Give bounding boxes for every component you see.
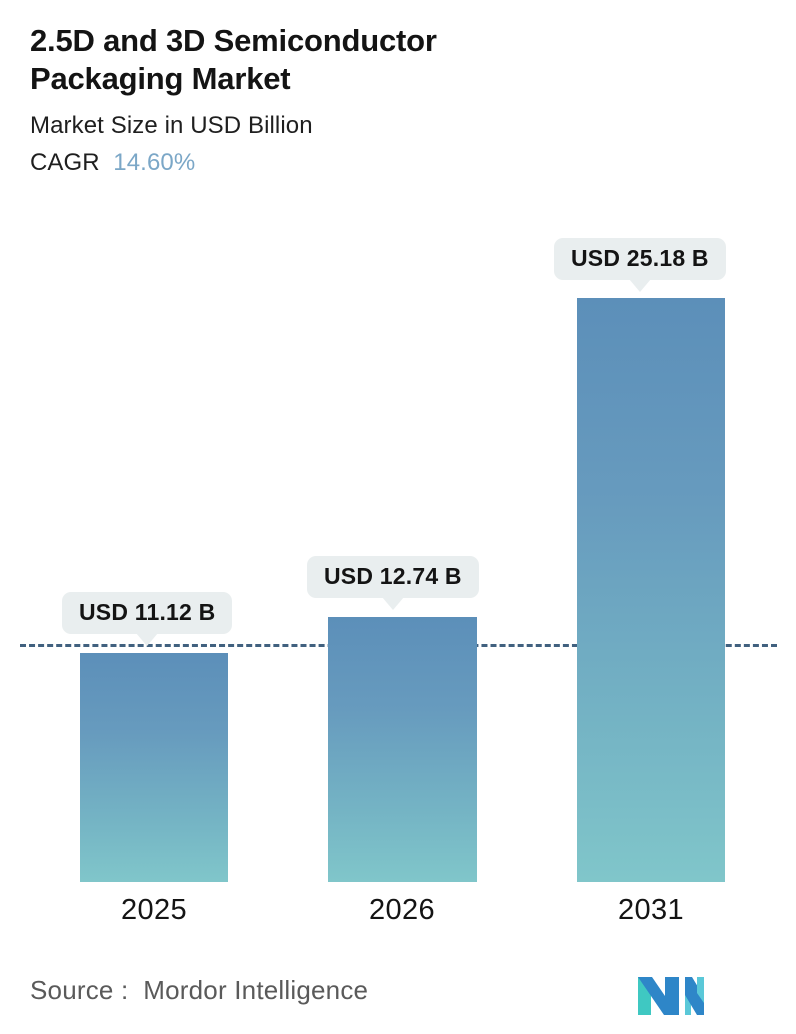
- source-attribution: Source : Mordor Intelligence: [30, 975, 369, 1005]
- value-label-2026: USD 12.74 B: [307, 556, 479, 610]
- value-label-2031: USD 25.18 B: [554, 238, 726, 292]
- cagr-value: 14.60%: [113, 148, 196, 176]
- chart-subtitle: Market Size in USD Billion: [30, 111, 313, 139]
- mordor-intelligence-logo: [638, 973, 704, 1024]
- chart-footer: Source : Mordor Intelligence: [30, 975, 766, 1025]
- bar-2025[interactable]: [80, 653, 228, 882]
- cagr-label: CAGR: [30, 148, 114, 176]
- bar-2026[interactable]: [328, 617, 477, 882]
- category-label-2025: 2025: [120, 894, 188, 926]
- bar-2031[interactable]: [577, 298, 725, 882]
- cagr-row: CAGR 14.60%: [30, 149, 750, 177]
- category-label-2031: 2031: [617, 894, 685, 926]
- category-label-2026: 2026: [368, 894, 436, 926]
- page-title: 2.5D and 3D Semiconductor Packaging Mark…: [30, 23, 437, 96]
- value-label-2025: USD 11.12 B: [62, 592, 233, 646]
- chart-header: 2.5D and 3D Semiconductor Packaging Mark…: [30, 22, 750, 177]
